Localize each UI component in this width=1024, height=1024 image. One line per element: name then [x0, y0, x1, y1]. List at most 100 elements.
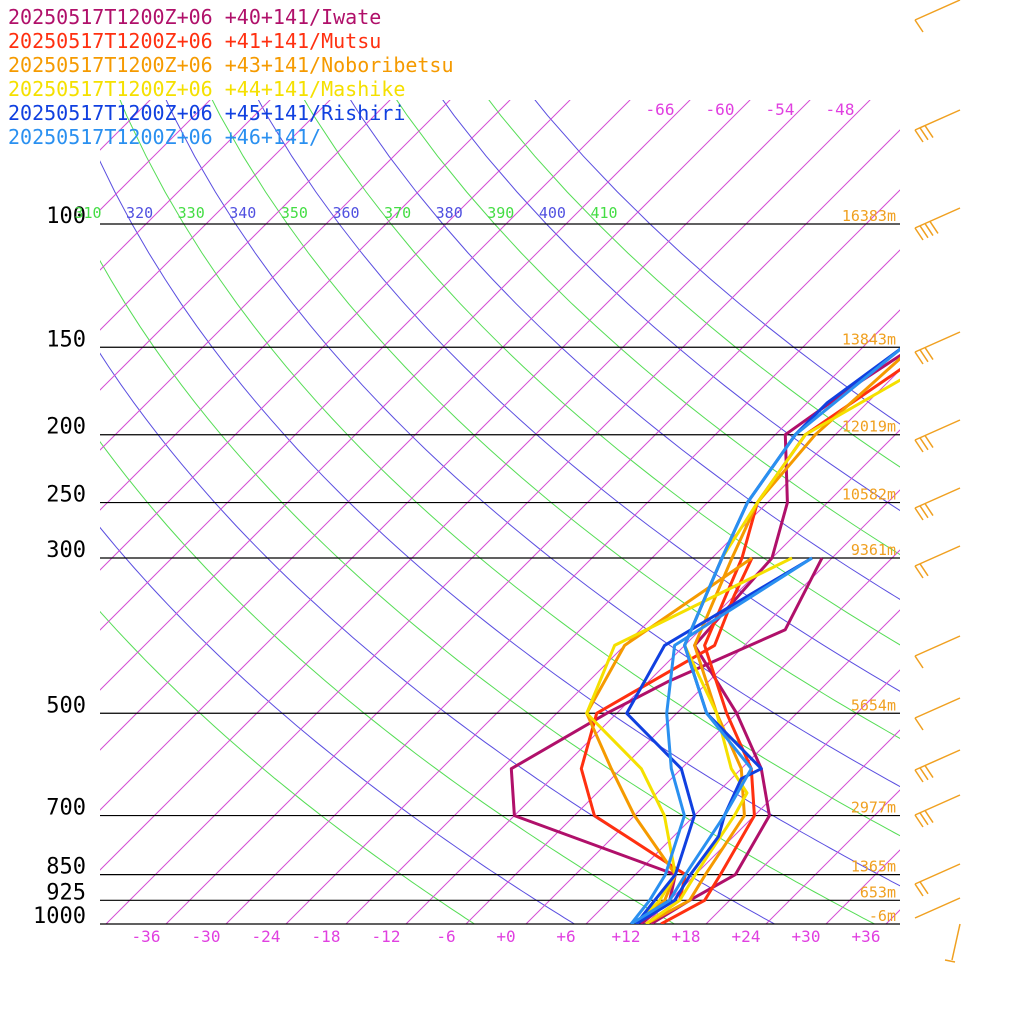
wind-barb-feather [924, 503, 934, 517]
dry-adiabat-400 [442, 100, 900, 512]
legend-item: 20250517T1200Z+06 +43+141/Noboribetsu [8, 53, 454, 77]
wind-barb [914, 635, 961, 657]
wind-barb-feather [914, 19, 924, 33]
isotherm [100, 100, 331, 331]
theta-label: 360 [332, 204, 359, 222]
temperature-tick: -36 [132, 927, 161, 946]
legend-item: 20250517T1200Z+06 +40+141/Iwate [8, 5, 381, 29]
isotherm [100, 100, 271, 271]
temperature-tick: +6 [556, 927, 575, 946]
wind-barb-feather [919, 505, 929, 519]
isotherm [465, 489, 900, 924]
wind-barb-feather [919, 349, 929, 363]
temperature-tick: -30 [192, 927, 221, 946]
isotherm [585, 609, 900, 924]
dry-adiabat-lines [100, 100, 900, 924]
wind-barb-feather [919, 437, 929, 451]
dry-adiabat-390 [396, 100, 900, 556]
height-label: 12019m [842, 418, 896, 436]
temperature-tick: +30 [792, 927, 821, 946]
temperature-tick: -12 [372, 927, 401, 946]
dry-adiabat-370 [303, 100, 900, 646]
isotherm-label: -60 [706, 100, 735, 119]
isotherm [100, 100, 631, 631]
wind-barb-feather [924, 223, 934, 237]
temperature-tick: -6 [436, 927, 455, 946]
wind-barb [914, 487, 961, 509]
dry-adiabat-270 [100, 610, 476, 924]
dry-adiabat-350 [211, 100, 900, 740]
wind-barb-feather [914, 129, 924, 143]
height-label: 16383m [842, 207, 896, 225]
pressure-label: 250 [46, 483, 86, 508]
isotherm-label: -66 [646, 100, 675, 119]
wind-barb-feather [919, 812, 929, 826]
wind-barb-feather [914, 227, 924, 241]
theta-label: 350 [281, 204, 308, 222]
height-label: 2977m [851, 799, 896, 817]
sounding-profiles [509, 347, 900, 924]
axis-labels: 100 16383m 150 13843m 200 12019m 250 10582m 300 9… [33, 100, 896, 946]
pressure-label: 925 [46, 880, 86, 905]
pressure-label: 300 [46, 538, 86, 563]
pressure-label: 200 [46, 415, 86, 440]
isotherm [525, 549, 900, 924]
wind-barb-feather [919, 127, 929, 141]
wind-barb [914, 697, 961, 719]
temperature-tick: +12 [612, 927, 641, 946]
dewpoint-profile-4 [585, 556, 793, 924]
legend-item: 20250517T1200Z+06 +44+141/Mashike [8, 77, 405, 101]
height-label: 9361m [851, 541, 896, 559]
dry-adiabat-380 [350, 100, 900, 600]
wind-barb-feather [919, 881, 929, 895]
isotherm [100, 100, 511, 511]
isotherm [345, 369, 900, 924]
legend-item: 20250517T1200Z+06 +41+141/Mutsu [8, 29, 381, 53]
height-label: 10582m [842, 486, 896, 504]
wind-barb-feather [914, 717, 924, 731]
isotherm [705, 729, 900, 924]
isotherm [100, 100, 391, 391]
dry-adiabat-280 [100, 526, 576, 924]
wind-barb-feather [914, 883, 924, 897]
temperature-profile-1 [650, 353, 900, 924]
height-label: 13843m [842, 330, 896, 348]
isotherm [100, 100, 211, 211]
isotherm [645, 669, 900, 924]
temperature-tick: +18 [672, 927, 701, 946]
theta-label: 380 [436, 204, 463, 222]
isotherm [100, 100, 571, 571]
wind-barb-feather [929, 220, 939, 234]
temperature-tick: +0 [496, 927, 515, 946]
height-label: -6m [869, 907, 896, 925]
isotherm [405, 429, 900, 924]
height-label: 5654m [851, 696, 896, 714]
isotherm [100, 100, 811, 811]
legend: 20250517T1200Z+06 +40+141/Iwate20250517T… [8, 5, 454, 149]
wind-barb [914, 0, 961, 21]
wind-barb-feather [914, 351, 924, 365]
isotherm [225, 249, 900, 924]
theta-label: 320 [126, 204, 153, 222]
wind-barb [914, 897, 961, 919]
wind-barb [914, 109, 961, 131]
isotherm-lines [100, 100, 900, 924]
wind-barb [951, 923, 961, 961]
temperature-tick: -24 [252, 927, 281, 946]
isotherm [100, 100, 691, 691]
isobar-lines [100, 223, 900, 925]
temperature-profile-4 [645, 378, 900, 924]
theta-label: 410 [590, 204, 617, 222]
temperature-tick: +24 [732, 927, 761, 946]
wind-barb-feather [914, 507, 924, 521]
wind-barb-feather [919, 563, 929, 577]
wind-barb [914, 545, 961, 567]
pressure-label: 500 [46, 693, 86, 718]
wind-barb-feather [944, 959, 956, 963]
isotherm-label: -48 [826, 100, 855, 119]
pressure-label: 850 [46, 855, 86, 880]
theta-label: 390 [487, 204, 514, 222]
wind-barb-feather [914, 769, 924, 783]
legend-item: 20250517T1200Z+06 +45+141/Rishiri [8, 101, 405, 125]
